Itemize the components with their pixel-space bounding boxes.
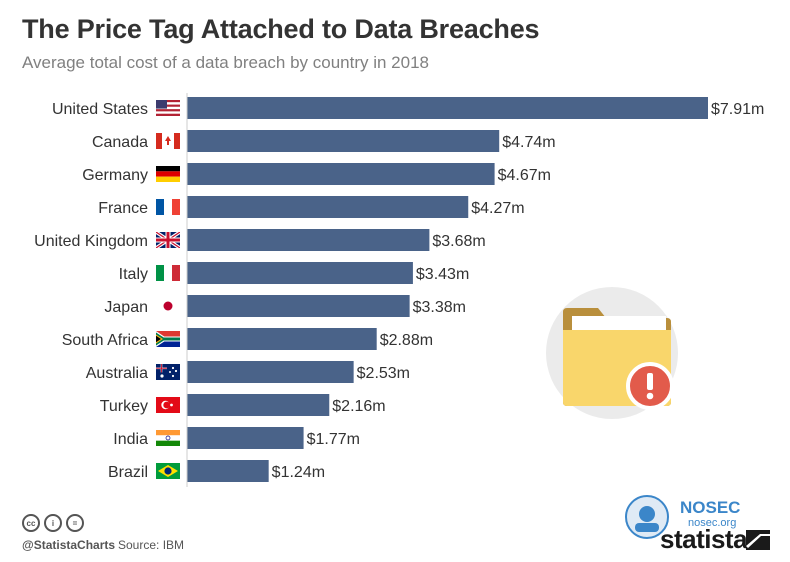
license-icons: cc i = <box>22 514 84 532</box>
south-africa-flag-icon <box>156 331 180 347</box>
category-label-australia: Australia <box>86 365 148 382</box>
bar-canada <box>187 130 500 152</box>
bar-france <box>187 196 469 218</box>
category-label-france: France <box>98 200 148 217</box>
bar-italy <box>187 262 413 284</box>
bar-south-africa <box>187 328 377 350</box>
bar-japan <box>187 295 410 317</box>
us-flag-icon <box>156 100 180 116</box>
category-label-united-kingdom: United Kingdom <box>34 233 148 250</box>
statista-logo: statista <box>660 524 748 554</box>
bar-united-kingdom <box>187 229 430 251</box>
nosec-name: NOSEC <box>680 498 741 517</box>
cc-icon: cc <box>22 514 40 532</box>
canada-flag-icon <box>156 133 180 149</box>
france-flag-icon <box>156 199 180 215</box>
italy-flag-icon <box>156 265 180 281</box>
value-label-united-kingdom: $3.68m <box>432 233 485 250</box>
category-label-japan: Japan <box>104 299 148 316</box>
chart-title: The Price Tag Attached to Data Breaches <box>22 14 540 44</box>
value-label-turkey: $2.16m <box>332 398 385 415</box>
bar-brazil <box>187 460 269 482</box>
value-label-france: $4.27m <box>471 200 524 217</box>
value-label-south-africa: $2.88m <box>380 332 433 349</box>
category-label-canada: Canada <box>92 134 148 151</box>
statista-mark-icon <box>746 530 770 550</box>
india-flag-icon <box>156 430 180 446</box>
category-label-india: India <box>113 431 148 448</box>
folder-alert-illustration <box>546 287 678 419</box>
nosec-url: nosec.org <box>688 517 737 529</box>
category-label-united-states: United States <box>52 101 148 118</box>
bar-australia <box>187 361 354 383</box>
alert-exclamation-dot <box>646 392 654 400</box>
category-label-italy: Italy <box>119 266 148 283</box>
category-label-turkey: Turkey <box>100 398 148 415</box>
bar-turkey <box>187 394 330 416</box>
value-label-japan: $3.38m <box>413 299 466 316</box>
germany-flag-icon <box>156 166 180 182</box>
value-label-united-states: $7.91m <box>711 101 764 118</box>
chart-subtitle: Average total cost of a data breach by c… <box>22 53 430 72</box>
nosec-logo-icon <box>624 494 676 545</box>
category-label-germany: Germany <box>82 167 148 184</box>
japan-flag-icon <box>156 298 180 314</box>
alert-exclamation-bar <box>647 373 653 390</box>
no-derivatives-icon: = <box>66 514 84 532</box>
turkey-flag-icon <box>156 397 180 413</box>
attribution-icon: i <box>44 514 62 532</box>
value-label-brazil: $1.24m <box>272 464 325 481</box>
bar-united-states <box>187 97 708 119</box>
value-label-india: $1.77m <box>307 431 360 448</box>
bar-germany <box>187 163 495 185</box>
bar-india <box>187 427 304 449</box>
category-label-south-africa: South Africa <box>62 332 148 349</box>
uk-flag-icon <box>156 232 180 248</box>
value-label-canada: $4.74m <box>502 134 555 151</box>
value-label-australia: $2.53m <box>357 365 410 382</box>
category-label-brazil: Brazil <box>108 464 148 481</box>
source-text: Source: IBM <box>118 538 185 552</box>
statista-handle: @StatistaCharts <box>22 538 116 552</box>
brazil-flag-icon <box>156 463 180 479</box>
australia-flag-icon <box>156 364 180 380</box>
value-label-germany: $4.67m <box>498 167 551 184</box>
value-label-italy: $3.43m <box>416 266 469 283</box>
